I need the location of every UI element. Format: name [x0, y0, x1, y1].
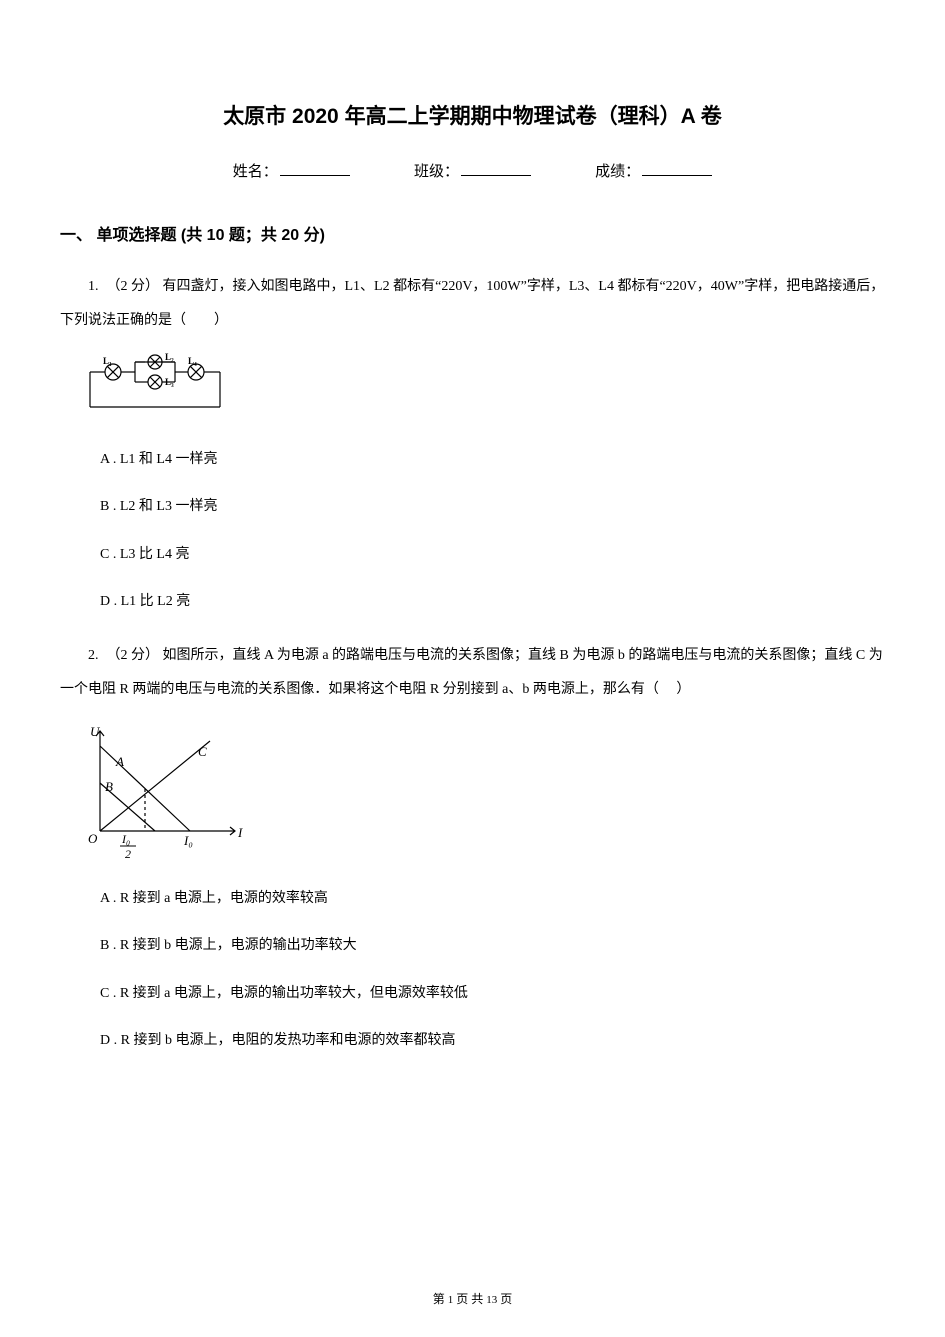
q2-axis-u: U — [90, 724, 101, 739]
pager-prefix: 第 — [433, 1292, 448, 1306]
q2-opt-b: B . R 接到 b 电源上，电源的输出功率较大 — [100, 933, 885, 958]
q2-number: 2. — [88, 648, 99, 663]
q2-label-c: C — [198, 744, 207, 759]
q2-label-o: O — [88, 831, 98, 846]
q1-options: A . L1 和 L4 一样亮 B . L2 和 L3 一样亮 C . L3 比… — [100, 447, 885, 614]
class-blank — [461, 175, 531, 176]
page-title: 太原市 2020 年高二上学期期中物理试卷（理科）A 卷 — [60, 100, 885, 130]
q1-label-l2: L₂ — [165, 352, 174, 362]
pager-mid: 页 共 — [453, 1292, 486, 1306]
q2-xtick-half-bottom: 2 — [125, 847, 131, 861]
q1-opt-c: C . L3 比 L4 亮 — [100, 542, 885, 567]
q2-axis-i: I — [237, 825, 243, 840]
q2-xtick-i0: I₀ — [183, 833, 193, 848]
q1-text: 有四盏灯，接入如图电路中，L1、L2 都标有“220V，100W”字样，L3、L… — [60, 279, 884, 328]
question-2: 2. （2 分） 如图所示，直线 A 为电源 a 的路端电压与电流的关系图像；直线… — [60, 639, 885, 706]
question-1: 1. （2 分） 有四盏灯，接入如图电路中，L1、L2 都标有“220V，100W… — [60, 270, 885, 337]
info-line: 姓名： 班级： 成绩： — [60, 160, 885, 181]
q1-label-l3: L₃ — [165, 377, 174, 387]
name-label: 姓名： — [233, 163, 278, 180]
q1-label-l4: L₄ — [188, 356, 197, 366]
section-header: 一、 单项选择题 (共 10 题；共 20 分) — [60, 221, 885, 245]
q1-number: 1. — [88, 279, 99, 294]
q2-opt-d: D . R 接到 b 电源上，电阻的发热功率和电源的效率都较高 — [100, 1028, 885, 1053]
q2-graph-diagram: U I A B C O I₀ I₀ 2 — [80, 721, 885, 861]
q2-text: 如图所示，直线 A 为电源 a 的路端电压与电流的关系图像；直线 B 为电源 b… — [60, 648, 883, 697]
q2-points: （2 分） — [107, 648, 160, 663]
q1-opt-a: A . L1 和 L4 一样亮 — [100, 447, 885, 472]
q2-label-a: A — [115, 754, 124, 769]
q2-xtick-half-top: I₀ — [121, 832, 130, 846]
q2-opt-c: C . R 接到 a 电源上，电源的输出功率较大，但电源效率较低 — [100, 981, 885, 1006]
q2-opt-a: A . R 接到 a 电源上，电源的效率较高 — [100, 886, 885, 911]
q2-label-b: B — [105, 779, 113, 794]
name-blank — [280, 175, 350, 176]
q2-options: A . R 接到 a 电源上，电源的效率较高 B . R 接到 b 电源上，电源… — [100, 886, 885, 1053]
q1-opt-b: B . L2 和 L3 一样亮 — [100, 494, 885, 519]
score-label: 成绩： — [595, 163, 640, 180]
pager-total: 13 — [486, 1294, 497, 1306]
q1-label-l1: L₁ — [103, 356, 112, 366]
page-footer: 第 1 页 共 13 页 — [0, 1290, 945, 1307]
score-blank — [642, 175, 712, 176]
pager-suffix: 页 — [497, 1292, 512, 1306]
class-label: 班级： — [414, 163, 459, 180]
q1-opt-d: D . L1 比 L2 亮 — [100, 589, 885, 614]
q1-circuit-diagram: L₁ L₂ L₃ L₄ — [80, 352, 885, 422]
q1-points: （2 分） — [107, 279, 160, 294]
